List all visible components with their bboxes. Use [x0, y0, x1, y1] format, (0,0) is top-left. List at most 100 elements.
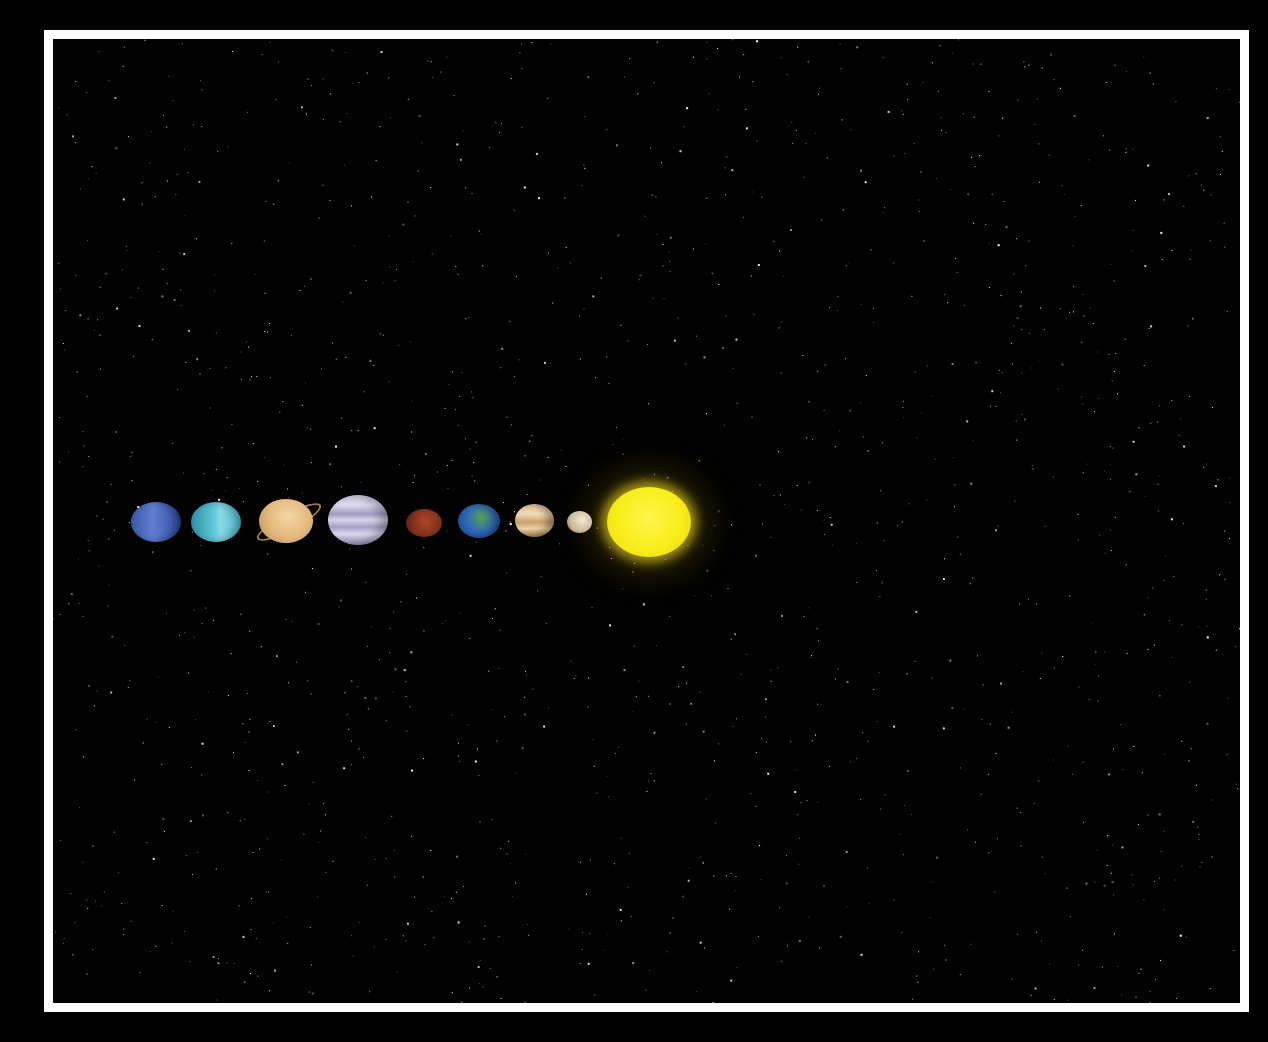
star [374, 697, 377, 700]
star [318, 217, 320, 219]
star [296, 751, 299, 754]
star [916, 437, 918, 439]
star [1215, 649, 1217, 651]
star [815, 132, 817, 134]
star [969, 583, 971, 585]
star [1206, 625, 1208, 627]
star [307, 78, 309, 80]
sun[interactable] [607, 487, 691, 557]
star [469, 987, 470, 989]
star [706, 569, 709, 572]
star [734, 890, 736, 892]
star [456, 855, 458, 858]
saturn[interactable] [259, 499, 313, 543]
star [952, 457, 954, 459]
venus[interactable] [515, 504, 554, 537]
mercury[interactable] [567, 511, 592, 533]
star [242, 723, 244, 725]
star [982, 684, 984, 686]
star [268, 323, 270, 324]
star [1206, 636, 1209, 639]
star [1111, 881, 1114, 883]
star [650, 147, 651, 149]
star [1237, 788, 1239, 790]
star [841, 119, 843, 121]
star [1143, 365, 1145, 366]
star [346, 113, 348, 114]
star [472, 397, 474, 399]
star [1044, 525, 1046, 527]
star [613, 863, 615, 865]
star [414, 896, 416, 898]
star [467, 724, 469, 726]
star [708, 93, 710, 95]
star [1148, 327, 1150, 329]
star [779, 250, 780, 252]
star [312, 781, 314, 783]
earth[interactable] [458, 504, 500, 538]
star [692, 248, 694, 250]
star [662, 265, 664, 267]
star [1095, 651, 1097, 653]
star [669, 271, 671, 272]
star [353, 245, 355, 247]
star [1099, 534, 1101, 536]
star [226, 477, 228, 479]
star [873, 308, 874, 309]
star [911, 295, 913, 297]
solar-system-viewport[interactable] [53, 39, 1240, 1003]
star [559, 543, 561, 545]
star [240, 378, 242, 380]
star [375, 160, 377, 162]
star [998, 135, 1000, 137]
star [212, 619, 214, 621]
star [1010, 342, 1012, 344]
star [1020, 291, 1022, 293]
star [944, 294, 946, 296]
star [1158, 475, 1160, 477]
star [1060, 87, 1061, 89]
jupiter[interactable] [328, 495, 388, 545]
star [997, 244, 1000, 247]
star [352, 82, 354, 84]
star [699, 941, 702, 944]
star [275, 99, 277, 101]
star [931, 677, 933, 679]
star [865, 375, 867, 376]
star [755, 554, 758, 557]
star [288, 497, 290, 499]
star [506, 416, 508, 418]
star [1028, 240, 1030, 242]
star [1190, 748, 1192, 750]
star [385, 720, 387, 722]
star [918, 951, 919, 953]
star [882, 212, 884, 214]
star [1144, 265, 1147, 268]
star [811, 655, 813, 657]
star [1153, 644, 1155, 646]
star [1209, 240, 1211, 242]
star [655, 196, 657, 198]
star [1121, 994, 1123, 996]
star [108, 538, 110, 540]
star [635, 696, 637, 698]
star [230, 653, 232, 655]
star [878, 671, 880, 673]
star [757, 936, 759, 937]
star [622, 438, 624, 440]
uranus[interactable] [191, 502, 241, 542]
star [711, 595, 713, 597]
star [729, 908, 731, 910]
star [797, 46, 799, 48]
star [213, 290, 215, 292]
star [202, 814, 204, 817]
star [893, 262, 895, 264]
star [182, 43, 183, 45]
star [62, 342, 64, 344]
star [1168, 193, 1170, 196]
star [146, 718, 148, 720]
neptune[interactable] [131, 502, 181, 542]
star [162, 268, 164, 270]
star [812, 438, 814, 440]
mars[interactable] [406, 509, 442, 537]
